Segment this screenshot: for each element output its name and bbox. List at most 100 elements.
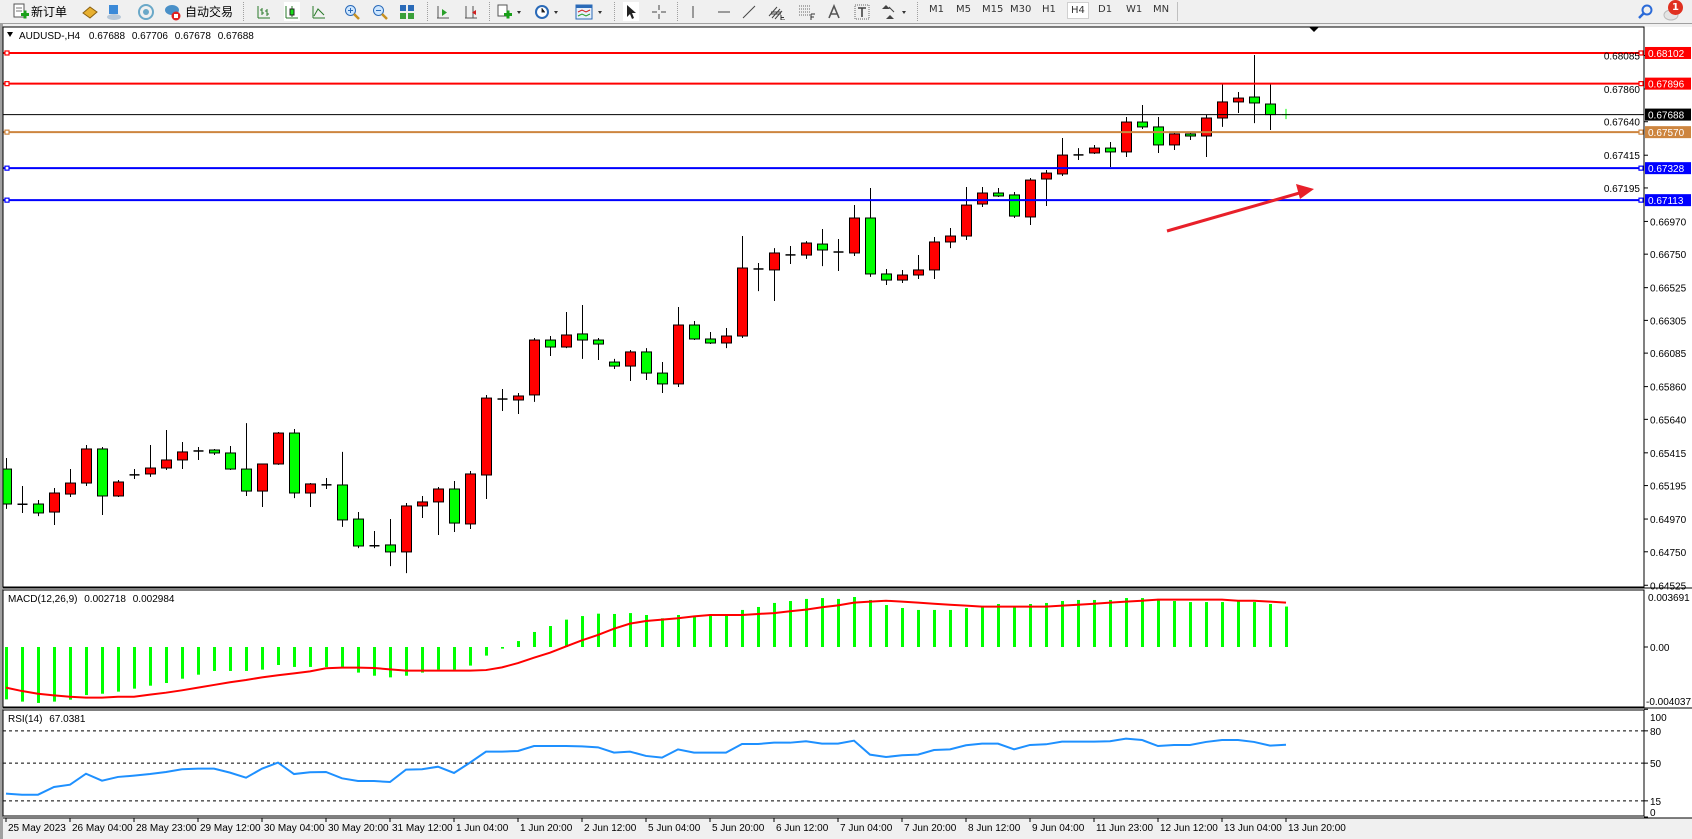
timeframe-m30[interactable]: M30 bbox=[1010, 4, 1032, 15]
candle bbox=[977, 187, 988, 207]
timeframe-d1[interactable]: D1 bbox=[1098, 4, 1113, 15]
tile-windows-button[interactable] bbox=[399, 2, 415, 21]
candle-body-bull bbox=[529, 339, 540, 396]
macd-panel[interactable] bbox=[5, 597, 1648, 703]
line-anchor-handle[interactable] bbox=[4, 50, 10, 56]
auto-trading-label[interactable]: 自动交易 bbox=[185, 5, 234, 19]
macd-histogram-bar bbox=[309, 647, 312, 667]
candle-body-bull bbox=[1025, 179, 1036, 218]
text-button[interactable] bbox=[826, 2, 842, 21]
line-anchor-handle[interactable] bbox=[1638, 197, 1644, 203]
macd-histogram-bar bbox=[53, 647, 56, 702]
fibonacci-retracement-button[interactable] bbox=[798, 2, 816, 21]
timeframe-h1[interactable]: H1 bbox=[1042, 4, 1056, 15]
text-label-button[interactable] bbox=[854, 2, 870, 21]
candle bbox=[257, 463, 268, 507]
zoom-in-button[interactable] bbox=[344, 2, 360, 21]
candle bbox=[145, 444, 156, 477]
macd-histogram-bar bbox=[69, 647, 72, 700]
candle-body-bull bbox=[433, 488, 444, 503]
macd-title: MACD(12,26,9) bbox=[8, 594, 77, 605]
candle-body-bull bbox=[897, 274, 908, 281]
price-tick-label: 0.64750 bbox=[1650, 548, 1687, 559]
macd-histogram-bar bbox=[453, 647, 456, 670]
macd-histogram-bar bbox=[1109, 599, 1112, 647]
candle bbox=[865, 187, 876, 277]
line-anchor-handle[interactable] bbox=[4, 81, 10, 87]
trend-arrow-head-icon[interactable] bbox=[1296, 184, 1314, 199]
timeframe-m5[interactable]: M5 bbox=[956, 4, 971, 15]
candle bbox=[593, 337, 604, 360]
price-tick-label: 0.67860 bbox=[1604, 85, 1641, 96]
vertical-line-button[interactable] bbox=[685, 2, 701, 21]
timeframe-m1[interactable]: M1 bbox=[929, 4, 944, 15]
chart-menu-triangle-icon[interactable] bbox=[7, 32, 13, 37]
auto-trading-button[interactable] bbox=[164, 2, 182, 21]
timeframe-h4[interactable]: H4 bbox=[1067, 2, 1089, 19]
candlestick-button[interactable] bbox=[284, 2, 300, 21]
line-anchor-handle[interactable] bbox=[4, 165, 10, 171]
timeframe-w1[interactable]: W1 bbox=[1126, 4, 1143, 15]
macd-histogram-bar bbox=[389, 647, 392, 678]
candle-body-bull bbox=[401, 505, 412, 553]
bar-chart-button[interactable] bbox=[256, 2, 272, 21]
new-order-label[interactable]: 新订单 bbox=[31, 5, 68, 19]
chart-shift-button[interactable] bbox=[463, 2, 479, 21]
chart-background bbox=[3, 27, 1692, 818]
main-price-panel[interactable] bbox=[2, 50, 1645, 574]
line-anchor-handle[interactable] bbox=[1638, 129, 1644, 135]
trendline-button[interactable] bbox=[741, 2, 757, 21]
line-anchor-handle[interactable] bbox=[1638, 50, 1644, 56]
macd-histogram-bar bbox=[517, 641, 520, 647]
signals-button[interactable] bbox=[137, 2, 155, 21]
periods-button[interactable] bbox=[534, 2, 560, 21]
candle bbox=[401, 502, 412, 574]
candle bbox=[1185, 133, 1196, 141]
toolbar-separator bbox=[427, 2, 429, 21]
macd-histogram-bar bbox=[405, 647, 408, 676]
toolbar-separator bbox=[917, 2, 919, 21]
candle-body-bear bbox=[577, 333, 588, 341]
new-order-button[interactable] bbox=[12, 2, 30, 21]
fibonacci-retracement-icon bbox=[799, 5, 815, 20]
candle-body-bear bbox=[1009, 194, 1020, 217]
auto-scroll-button[interactable] bbox=[435, 2, 451, 21]
candle-body-bear bbox=[225, 452, 236, 470]
history-button[interactable] bbox=[81, 2, 99, 21]
market-watch-button[interactable] bbox=[105, 2, 123, 21]
macd-histogram-bar bbox=[1061, 601, 1064, 647]
time-label: 29 May 12:00 bbox=[200, 823, 261, 834]
time-label: 11 Jun 23:00 bbox=[1096, 823, 1154, 834]
line-anchor-handle[interactable] bbox=[4, 197, 10, 203]
time-label: 7 Jun 20:00 bbox=[904, 823, 957, 834]
timeframe-mn[interactable]: MN bbox=[1153, 4, 1170, 15]
crosshair-button[interactable] bbox=[651, 2, 667, 21]
horizontal-line-button[interactable] bbox=[716, 2, 732, 21]
candle bbox=[609, 358, 620, 370]
macd-histogram-bar bbox=[165, 647, 168, 684]
candle-body-bear bbox=[449, 488, 460, 524]
macd-histogram-bar bbox=[965, 608, 968, 647]
zoom-out-button[interactable] bbox=[372, 2, 388, 21]
line-anchor-handle[interactable] bbox=[1638, 165, 1644, 171]
macd-histogram-bar bbox=[549, 626, 552, 647]
fibonacci-channel-button[interactable] bbox=[768, 2, 786, 21]
candle bbox=[97, 447, 108, 516]
arrows-button[interactable] bbox=[880, 2, 910, 21]
cursor-button[interactable] bbox=[623, 2, 639, 21]
candle bbox=[113, 480, 124, 498]
time-label: 25 May 2023 bbox=[8, 823, 66, 834]
trend-arrow-shaft[interactable] bbox=[1166, 190, 1304, 233]
candle-body-bull bbox=[561, 334, 572, 348]
rsi-panel[interactable] bbox=[3, 730, 1644, 802]
templates-button[interactable] bbox=[575, 2, 605, 21]
chart-shift-marker-icon[interactable] bbox=[1309, 27, 1319, 32]
timeframe-m15[interactable]: M15 bbox=[982, 4, 1004, 15]
candle bbox=[273, 431, 284, 465]
new-chart-button[interactable] bbox=[497, 2, 523, 21]
line-anchor-handle[interactable] bbox=[1638, 81, 1644, 87]
line-anchor-handle[interactable] bbox=[4, 129, 10, 135]
search-button[interactable] bbox=[1637, 2, 1653, 21]
line-chart-button[interactable] bbox=[311, 2, 327, 21]
